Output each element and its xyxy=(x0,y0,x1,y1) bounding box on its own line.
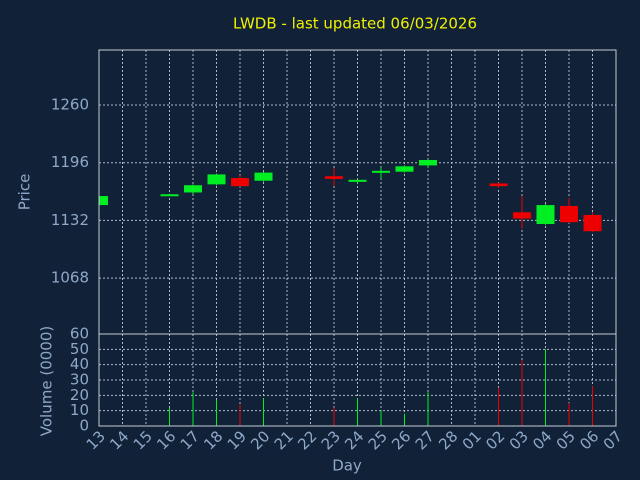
candle-body xyxy=(583,214,602,232)
price-panel xyxy=(99,159,602,233)
y2-tick-label: 50 xyxy=(70,340,89,358)
candle-body xyxy=(160,194,179,197)
y-tick-label: 1260 xyxy=(51,95,89,113)
candle-body xyxy=(99,196,108,206)
candle-body xyxy=(254,172,273,181)
y-tick-label: 1196 xyxy=(51,153,89,171)
candle-body xyxy=(489,183,508,187)
candle-body xyxy=(207,174,226,185)
plot-frame xyxy=(98,49,617,427)
candle-body xyxy=(513,212,531,219)
x-axis-label: Day xyxy=(332,457,362,475)
candle-body xyxy=(325,176,343,179)
chart-title: LWDB - last updated 06/03/2026 xyxy=(233,15,477,33)
candle-body xyxy=(348,179,367,182)
y2-tick-label: 0 xyxy=(79,417,89,435)
y2-tick-label: 60 xyxy=(70,325,89,343)
y2-tick-label: 40 xyxy=(70,355,89,373)
candle-body xyxy=(184,185,202,193)
y-tick-label: 1068 xyxy=(51,269,89,287)
y2-tick-label: 10 xyxy=(70,401,89,419)
y-tick-label: 1132 xyxy=(51,211,89,229)
candle-body xyxy=(560,205,578,223)
candle-body xyxy=(536,205,555,225)
candle-body xyxy=(395,166,414,172)
volume-panel xyxy=(169,349,593,426)
candle-body xyxy=(231,178,249,187)
y2-tick-label: 30 xyxy=(70,371,89,389)
candle-body xyxy=(372,170,390,173)
candle-body xyxy=(419,159,437,166)
y2-axis-label: Volume (0000) xyxy=(38,326,56,436)
y-axis-label: Price xyxy=(16,174,34,211)
y2-tick-label: 20 xyxy=(70,386,89,404)
